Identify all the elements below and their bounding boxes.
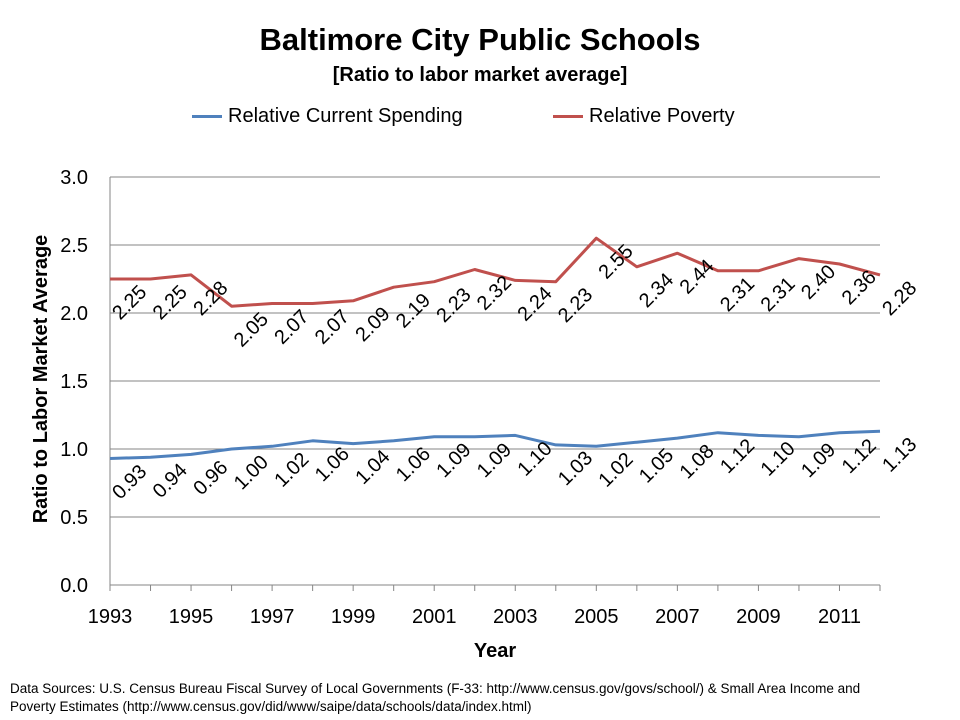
data-sources-footer: Data Sources: U.S. Census Bureau Fiscal …	[10, 680, 950, 716]
data-label-s0-2006: 1.05	[635, 444, 678, 487]
data-label-s1-2005: 2.55	[595, 240, 638, 283]
x-tick-label-1: 1995	[169, 606, 214, 628]
legend-swatch-spending	[192, 115, 222, 118]
data-label-s1-1993: 2.25	[108, 281, 151, 324]
data-label-s1-2000: 2.19	[392, 289, 435, 332]
data-label-s1-2003: 2.24	[514, 283, 557, 326]
data-label-s0-2009: 1.10	[757, 438, 800, 481]
data-label-s1-2009: 2.31	[757, 273, 800, 316]
data-label-s1-1994: 2.25	[149, 281, 192, 324]
data-label-s0-1999: 1.04	[351, 446, 394, 489]
y-tick-label-2: 1.0	[60, 439, 88, 461]
legend-swatch-poverty	[553, 115, 583, 118]
x-tick-label-3: 1999	[331, 606, 376, 628]
x-tick-label-5: 2003	[493, 606, 538, 628]
data-label-s0-2012: 1.13	[878, 434, 921, 477]
data-label-s0-2002: 1.09	[473, 439, 516, 482]
y-tick-label-6: 3.0	[60, 167, 88, 189]
x-tick-label-7: 2007	[655, 606, 700, 628]
data-label-s1-2007: 2.44	[676, 255, 719, 298]
data-label-s1-2004: 2.23	[554, 284, 597, 327]
data-label-s0-2005: 1.02	[595, 449, 638, 492]
x-tick-label-4: 2001	[412, 606, 457, 628]
x-tick-label-8: 2009	[736, 606, 781, 628]
x-axis-title: Year	[474, 640, 516, 662]
data-label-s1-2006: 2.34	[635, 269, 678, 312]
x-tick-label-0: 1993	[88, 606, 133, 628]
data-label-s0-2008: 1.12	[716, 435, 759, 478]
y-tick-label-3: 1.5	[60, 371, 88, 393]
data-label-s1-2012: 2.28	[878, 277, 921, 320]
footer-line-1: Data Sources: U.S. Census Bureau Fiscal …	[10, 681, 861, 696]
chart-subtitle: [Ratio to labor market average]	[332, 64, 628, 86]
footer-line-2: Poverty Estimates (http://www.census.gov…	[10, 699, 532, 714]
data-label-s0-2010: 1.09	[797, 439, 840, 482]
legend-label-spending: Relative Current Spending	[228, 105, 463, 127]
data-label-s1-1999: 2.09	[351, 303, 394, 346]
data-label-s0-1993: 0.93	[108, 461, 151, 504]
y-axis-title: Ratio to Labor Market Average	[30, 235, 52, 524]
data-label-s0-1996: 1.00	[230, 451, 273, 494]
legend-item-spending: Relative Current Spending	[192, 105, 463, 128]
chart-title: Baltimore City Public Schools	[259, 22, 701, 57]
data-label-s1-2001: 2.23	[432, 284, 475, 327]
data-label-s1-2008: 2.31	[716, 273, 759, 316]
data-label-s1-1997: 2.07	[270, 306, 313, 349]
data-label-s1-2010: 2.40	[797, 261, 840, 304]
data-label-s1-1996: 2.05	[230, 308, 273, 351]
legend-label-poverty: Relative Poverty	[589, 105, 735, 127]
data-label-s0-2001: 1.09	[432, 439, 475, 482]
data-label-s0-1994: 0.94	[149, 459, 192, 502]
data-label-s0-2011: 1.12	[838, 435, 881, 478]
data-label-s0-1997: 1.02	[270, 449, 313, 492]
x-tick-label-6: 2005	[574, 606, 619, 628]
data-label-s0-2004: 1.03	[554, 447, 597, 490]
y-tick-label-1: 0.5	[60, 507, 88, 529]
y-tick-label-5: 2.5	[60, 235, 88, 257]
legend: Relative Current Spending Relative Pover…	[0, 105, 960, 131]
y-tick-label-4: 2.0	[60, 303, 88, 325]
data-label-s0-1995: 0.96	[189, 457, 232, 500]
data-label-s1-1995: 2.28	[189, 277, 232, 320]
legend-item-poverty: Relative Poverty	[553, 105, 735, 128]
data-label-s0-2007: 1.08	[676, 440, 719, 483]
y-tick-label-0: 0.0	[60, 575, 88, 597]
series-line-1	[110, 236, 881, 308]
series-line-0	[109, 429, 881, 460]
line-chart: 0.0 0.5 1.0 1.5 2.0 2.5 3.0 1993 1995 1997 1999 200…	[30, 167, 921, 662]
data-label-s1-1998: 2.07	[311, 306, 354, 349]
x-tick-label-9: 2011	[818, 606, 861, 628]
x-tick-label-2: 1997	[250, 606, 295, 628]
